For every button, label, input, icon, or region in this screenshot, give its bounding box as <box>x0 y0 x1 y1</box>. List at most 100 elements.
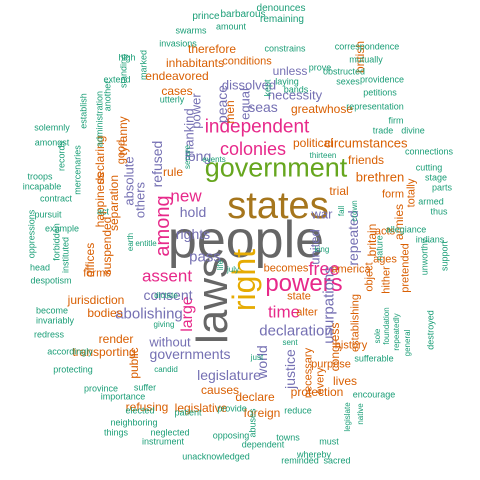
cloud-word-extend: extend <box>103 74 131 85</box>
cloud-word-government: government <box>204 152 348 183</box>
cloud-word-barbarous: barbarous <box>220 9 266 20</box>
cloud-word-purpose: purpose <box>311 358 351 371</box>
cloud-word-redress: redress <box>33 329 65 340</box>
cloud-word-good: good <box>115 139 128 165</box>
cloud-word-candid: candid <box>154 365 178 374</box>
cloud-word-sexes: sexes <box>336 76 360 87</box>
cloud-word-political: political <box>292 136 334 150</box>
cloud-word-refused: refused <box>149 140 165 188</box>
cloud-word-contract: contract <box>39 193 73 204</box>
cloud-word-brethren: brethren <box>355 169 405 185</box>
cloud-word-instrument: instrument <box>141 436 185 447</box>
cloud-word-history: history <box>334 339 368 352</box>
cloud-word-oppressions: oppressions <box>26 209 37 259</box>
cloud-word-parts: parts <box>431 182 453 193</box>
cloud-word-kept: kept <box>262 79 273 97</box>
cloud-word-rights: rights <box>175 226 211 242</box>
cloud-word-whereby: whereby <box>296 449 332 460</box>
cloud-word-declare: declare <box>235 390 275 404</box>
cloud-word-things: things <box>103 427 129 438</box>
cloud-word-divine: divine <box>401 125 425 136</box>
cloud-word-just: just <box>250 353 264 362</box>
cloud-word-state: state <box>287 290 311 303</box>
cloud-word-denounces: denounces <box>256 3 306 14</box>
cloud-word-thirteen: thirteen <box>309 151 337 160</box>
cloud-word-public: public <box>127 347 141 379</box>
cloud-word-prove: prove <box>308 62 332 73</box>
cloud-word-pretended: pretended <box>399 243 412 293</box>
cloud-word-correspondence: correspondence <box>334 41 400 52</box>
cloud-word-remaining: remaining <box>260 14 304 25</box>
cloud-word-long: long <box>184 148 212 164</box>
cloud-word-therefore: therefore <box>187 42 237 56</box>
cloud-word-unworthy: unworthy <box>419 238 430 276</box>
cloud-word-nature: nature <box>374 235 385 261</box>
cloud-word-friends: friends <box>347 153 385 167</box>
cloud-word-bodies: bodies <box>87 306 123 320</box>
cloud-word-right: right <box>226 248 262 312</box>
cloud-word-constrains: constrains <box>264 43 306 54</box>
cloud-word-protecting: protecting <box>53 364 93 375</box>
cloud-word-accordingly: accordingly <box>47 346 93 357</box>
cloud-word-time: time <box>267 302 301 322</box>
cloud-word-conditions: conditions <box>222 55 272 68</box>
cloud-word-neighboring: neighboring <box>110 417 158 428</box>
cloud-word-alter: alter <box>296 306 318 319</box>
cloud-word-unless: unless <box>272 64 308 78</box>
cloud-word-province: province <box>83 383 119 394</box>
cloud-word-acts: acts <box>374 225 396 238</box>
cloud-word-giving: giving <box>153 320 175 329</box>
cloud-word-must: must <box>319 436 339 447</box>
cloud-word-hold: hold <box>179 204 207 220</box>
cloud-word-entitle: entitle <box>135 239 157 248</box>
cloud-word-america: america <box>331 263 371 276</box>
cloud-word-july: july <box>226 265 240 274</box>
cloud-word-refusing: refusing <box>125 400 169 414</box>
cloud-word-repeatedly: repeatedly <box>392 313 401 351</box>
cloud-word-seas: seas <box>248 99 278 115</box>
cloud-word-justice: justice <box>282 349 298 389</box>
cloud-word-importance: importance <box>100 391 146 402</box>
cloud-word-pursuit: pursuit <box>34 209 62 220</box>
cloud-word-separation: separation <box>107 174 121 232</box>
cloud-word-without: without <box>149 334 191 350</box>
cloud-word-stage: stage <box>424 172 448 183</box>
cloud-word-causes: causes <box>200 383 240 397</box>
cloud-word-opposing: opposing <box>212 430 250 441</box>
cloud-word-cutting: cutting <box>415 162 443 173</box>
cloud-word-petitions: petitions <box>363 87 397 98</box>
cloud-word-sufferable: sufferable <box>354 353 394 364</box>
cloud-word-utterly: utterly <box>159 94 185 105</box>
cloud-word-indians: indians <box>415 234 445 245</box>
cloud-word-trade: trade <box>372 125 394 136</box>
cloud-word-circumstances: circumstances <box>324 135 408 151</box>
cloud-word-reminded: reminded <box>281 455 319 466</box>
cloud-word-invasions: invasions <box>159 38 197 49</box>
cloud-word-ages: ages <box>373 253 397 266</box>
cloud-word-native: native <box>356 403 365 425</box>
cloud-word-reduce: reduce <box>284 405 312 416</box>
cloud-word-legislative: legislative <box>174 401 228 415</box>
cloud-word-render: render <box>98 332 134 346</box>
cloud-word-states: states <box>227 185 329 227</box>
cloud-word-support: support <box>439 240 450 272</box>
cloud-word-encourage: encourage <box>352 389 396 400</box>
cloud-word-consent: consent <box>143 287 193 303</box>
cloud-word-connections: connections <box>404 146 454 157</box>
cloud-word-thus: thus <box>430 206 448 217</box>
cloud-word-protection: protection <box>290 385 344 399</box>
cloud-word-mutually: mutually <box>349 54 383 65</box>
cloud-word-greatwhose: greatwhose <box>290 102 354 116</box>
cloud-word-inhabitants: inhabitants <box>165 56 225 70</box>
cloud-word-another: another <box>102 80 113 112</box>
cloud-word-allegiance: allegiance <box>385 224 427 235</box>
cloud-word-dependent: dependent <box>241 439 285 450</box>
cloud-word-providence: providence <box>359 74 405 85</box>
cloud-word-armed: armed <box>418 196 444 207</box>
cloud-word-provide: provide <box>217 403 247 414</box>
cloud-word-act: act <box>96 206 110 217</box>
cloud-word-sent: sent <box>282 338 298 347</box>
cloud-word-despotism: despotism <box>30 275 72 286</box>
cloud-word-sacred: sacred <box>323 455 351 466</box>
cloud-word-suffer: suffer <box>133 382 157 393</box>
